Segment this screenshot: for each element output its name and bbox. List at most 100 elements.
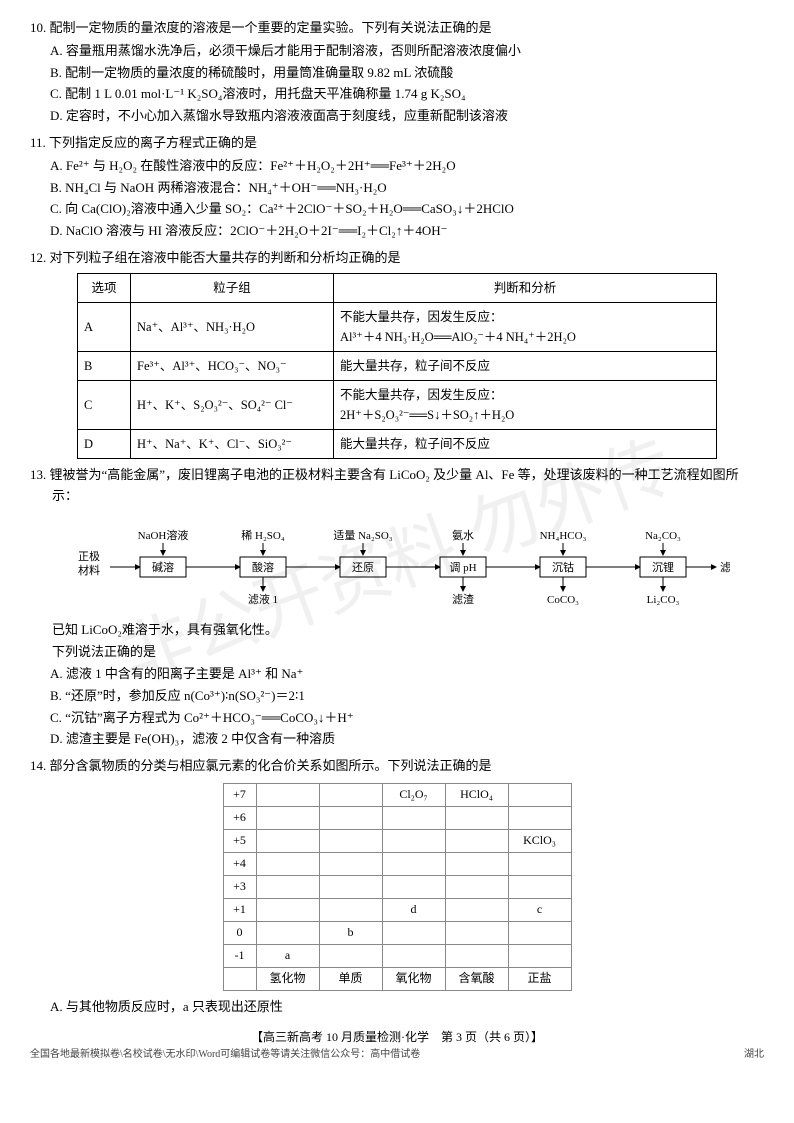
q14-cell xyxy=(319,783,382,806)
q14-option-a: A. 与其他物质反应时，a 只表现出还原性 xyxy=(30,997,764,1018)
q14-cell xyxy=(508,921,571,944)
q14-cell xyxy=(508,875,571,898)
q14-row-label: +6 xyxy=(223,806,256,829)
q14-cell xyxy=(508,944,571,967)
q14-col-header: 正盐 xyxy=(508,967,571,990)
q12-stem: 12. 对下列粒子组在溶液中能否大量共存的判断和分析均正确的是 xyxy=(30,248,764,269)
q12-row-grp: H⁺、K⁺、S₂O₃²⁻、SO₄²⁻ Cl⁻ xyxy=(131,380,334,429)
q10-option-a: A. 容量瓶用蒸馏水洗净后，必须干燥后才能用于配制溶液，否则所配溶液浓度偏小 xyxy=(30,41,764,62)
svg-text:沉锂: 沉锂 xyxy=(652,560,674,574)
q14-cell xyxy=(256,829,319,852)
q12-row-opt: B xyxy=(78,351,131,380)
svg-text:碱溶: 碱溶 xyxy=(152,560,174,574)
q14-cell xyxy=(508,852,571,875)
svg-text:还原: 还原 xyxy=(352,561,374,574)
q13-lead: 下列说法正确的是 xyxy=(30,642,764,663)
svg-text:Li₂CO₃: Li₂CO₃ xyxy=(647,594,680,606)
q12-row-ana: 能大量共存，粒子间不反应 xyxy=(334,429,717,458)
q14-row-label: +7 xyxy=(223,783,256,806)
svg-text:适量 Na₂SO₃: 适量 Na₂SO₃ xyxy=(333,529,392,542)
q14-cell xyxy=(445,829,508,852)
svg-text:酸溶: 酸溶 xyxy=(252,560,274,574)
q14-row-label: -1 xyxy=(223,944,256,967)
q11-option-a: A. Fe²⁺ 与 H₂O₂ 在酸性溶液中的反应：Fe²⁺＋H₂O₂＋2H⁺══… xyxy=(30,156,764,177)
q10-option-d: D. 定容时，不小心加入蒸馏水导致瓶内溶液液面高于刻度线，应重新配制该溶液 xyxy=(30,106,764,127)
page-footer-sub: 全国各地最新模拟卷\名校试卷\无水印\Word可编辑试卷等请关注微信公众号：高中… xyxy=(30,1047,764,1063)
svg-text:滤液 2: 滤液 2 xyxy=(720,560,730,574)
q11-option-d: D. NaClO 溶液与 HI 溶液反应：2ClO⁻＋2H₂O＋2I⁻══I₂＋… xyxy=(30,221,764,242)
q14-cell: a xyxy=(256,944,319,967)
svg-text:调 pH: 调 pH xyxy=(449,561,476,574)
q14-cell xyxy=(382,829,445,852)
footer-right: 湖北 xyxy=(744,1047,764,1063)
q14-stem: 14. 部分含氯物质的分类与相应氯元素的化合价关系如图所示。下列说法正确的是 xyxy=(30,756,764,777)
q14-cell xyxy=(382,944,445,967)
q14-cell: Cl₂O₇ xyxy=(382,783,445,806)
q12-row-ana: 不能大量共存，因发生反应：2H⁺＋S₂O₃²⁻══S↓＋SO₂↑＋H₂O xyxy=(334,380,717,429)
q14-cell xyxy=(319,875,382,898)
q14-cell: KClO₃ xyxy=(508,829,571,852)
q14-cell: b xyxy=(319,921,382,944)
q14-cell xyxy=(445,921,508,944)
q14-row-label: +5 xyxy=(223,829,256,852)
q13-option-c: C. “沉钴”离子方程式为 Co²⁺＋HCO₃⁻══CoCO₃↓＋H⁺ xyxy=(30,708,764,729)
q10-stem: 10. 配制一定物质的量浓度的溶液是一个重要的定量实验。下列有关说法正确的是 xyxy=(30,18,764,39)
svg-text:NH₄HCO₃: NH₄HCO₃ xyxy=(540,530,587,542)
q12-th-ana: 判断和分析 xyxy=(334,273,717,302)
svg-text:正极: 正极 xyxy=(78,549,100,563)
q13-stem: 13. 锂被誉为“高能金属”，废旧锂离子电池的正极材料主要含有 LiCoO₂ 及… xyxy=(30,465,764,507)
q14-col-header: 含氧酸 xyxy=(445,967,508,990)
q14-cell xyxy=(508,783,571,806)
svg-text:滤液 1: 滤液 1 xyxy=(248,592,278,606)
q14-cell xyxy=(445,852,508,875)
q12-row-opt: A xyxy=(78,302,131,351)
q14-row-label: 0 xyxy=(223,921,256,944)
q14-cell xyxy=(256,898,319,921)
q12-row-opt: D xyxy=(78,429,131,458)
q12-row-grp: Na⁺、Al³⁺、NH₃·H₂O xyxy=(131,302,334,351)
question-14: 14. 部分含氯物质的分类与相应氯元素的化合价关系如图所示。下列说法正确的是 +… xyxy=(30,756,764,1018)
q14-cell xyxy=(508,806,571,829)
q10-option-b: B. 配制一定物质的量浓度的稀硫酸时，用量筒准确量取 9.82 mL 浓硫酸 xyxy=(30,63,764,84)
q14-cell xyxy=(319,852,382,875)
svg-text:氨水: 氨水 xyxy=(452,529,474,542)
q14-cell xyxy=(256,783,319,806)
q14-cell xyxy=(382,806,445,829)
q14-cell xyxy=(319,806,382,829)
q14-row-label: +1 xyxy=(223,898,256,921)
q12-row-ana: 能大量共存，粒子间不反应 xyxy=(334,351,717,380)
q14-row-label: +4 xyxy=(223,852,256,875)
q14-cell xyxy=(382,852,445,875)
q13-option-b: B. “还原”时，参加反应 n(Co³⁺)∶n(SO₃²⁻)＝2∶1 xyxy=(30,686,764,707)
q13-option-a: A. 滤液 1 中含有的阳离子主要是 Al³⁺ 和 Na⁺ xyxy=(30,664,764,685)
q12-table: 选项 粒子组 判断和分析 ANa⁺、Al³⁺、NH₃·H₂O不能大量共存，因发生… xyxy=(77,273,717,459)
q12-row-grp: Fe³⁺、Al³⁺、HCO₃⁻、NO₃⁻ xyxy=(131,351,334,380)
q13-option-d: D. 滤渣主要是 Fe(OH)₃，滤液 2 中仅含有一种溶质 xyxy=(30,729,764,750)
q10-option-c: C. 配制 1 L 0.01 mol·L⁻¹ K₂SO₄溶液时，用托盘天平准确称… xyxy=(30,84,764,105)
q11-option-c: C. 向 Ca(ClO)₂溶液中通入少量 SO₂：Ca²⁺＋2ClO⁻＋SO₂＋… xyxy=(30,199,764,220)
question-13: 13. 锂被誉为“高能金属”，废旧锂离子电池的正极材料主要含有 LiCoO₂ 及… xyxy=(30,465,764,750)
footer-main: 【高三新高考 10 月质量检测·化学 第 3 页（共 6 页）】 xyxy=(251,1030,543,1044)
q14-cell: c xyxy=(508,898,571,921)
q14-cell xyxy=(382,921,445,944)
q12-row-grp: H⁺、Na⁺、K⁺、Cl⁻、SiO₃²⁻ xyxy=(131,429,334,458)
q14-cell xyxy=(382,875,445,898)
q12-row-ana: 不能大量共存，因发生反应：Al³⁺＋4 NH₃·H₂O══AlO₂⁻＋4 NH₄… xyxy=(334,302,717,351)
svg-text:沉钴: 沉钴 xyxy=(552,560,574,574)
q14-col-header: 单质 xyxy=(319,967,382,990)
q11-stem: 11. 下列指定反应的离子方程式正确的是 xyxy=(30,133,764,154)
q14-cell xyxy=(445,944,508,967)
footer-sub-text: 全国各地最新模拟卷\名校试卷\无水印\Word可编辑试卷等请关注微信公众号：高中… xyxy=(30,1049,420,1060)
q14-cell xyxy=(256,806,319,829)
q12-th-opt: 选项 xyxy=(78,273,131,302)
q14-cell xyxy=(445,875,508,898)
q14-cell xyxy=(256,852,319,875)
q14-cell xyxy=(319,829,382,852)
q14-valence-grid: +7Cl₂O₇HClO₄+6+5KClO₃+4+3+1dc0b-1a氢化物单质氧… xyxy=(223,783,572,991)
page-footer: 【高三新高考 10 月质量检测·化学 第 3 页（共 6 页）】 xyxy=(30,1028,764,1047)
q12-th-grp: 粒子组 xyxy=(131,273,334,302)
q14-cell xyxy=(256,921,319,944)
q11-option-b: B. NH₄Cl 与 NaOH 两稀溶液混合：NH₄⁺＋OH⁻══NH₃·H₂O xyxy=(30,178,764,199)
q14-cell xyxy=(319,944,382,967)
q14-col-header: 氢化物 xyxy=(256,967,319,990)
